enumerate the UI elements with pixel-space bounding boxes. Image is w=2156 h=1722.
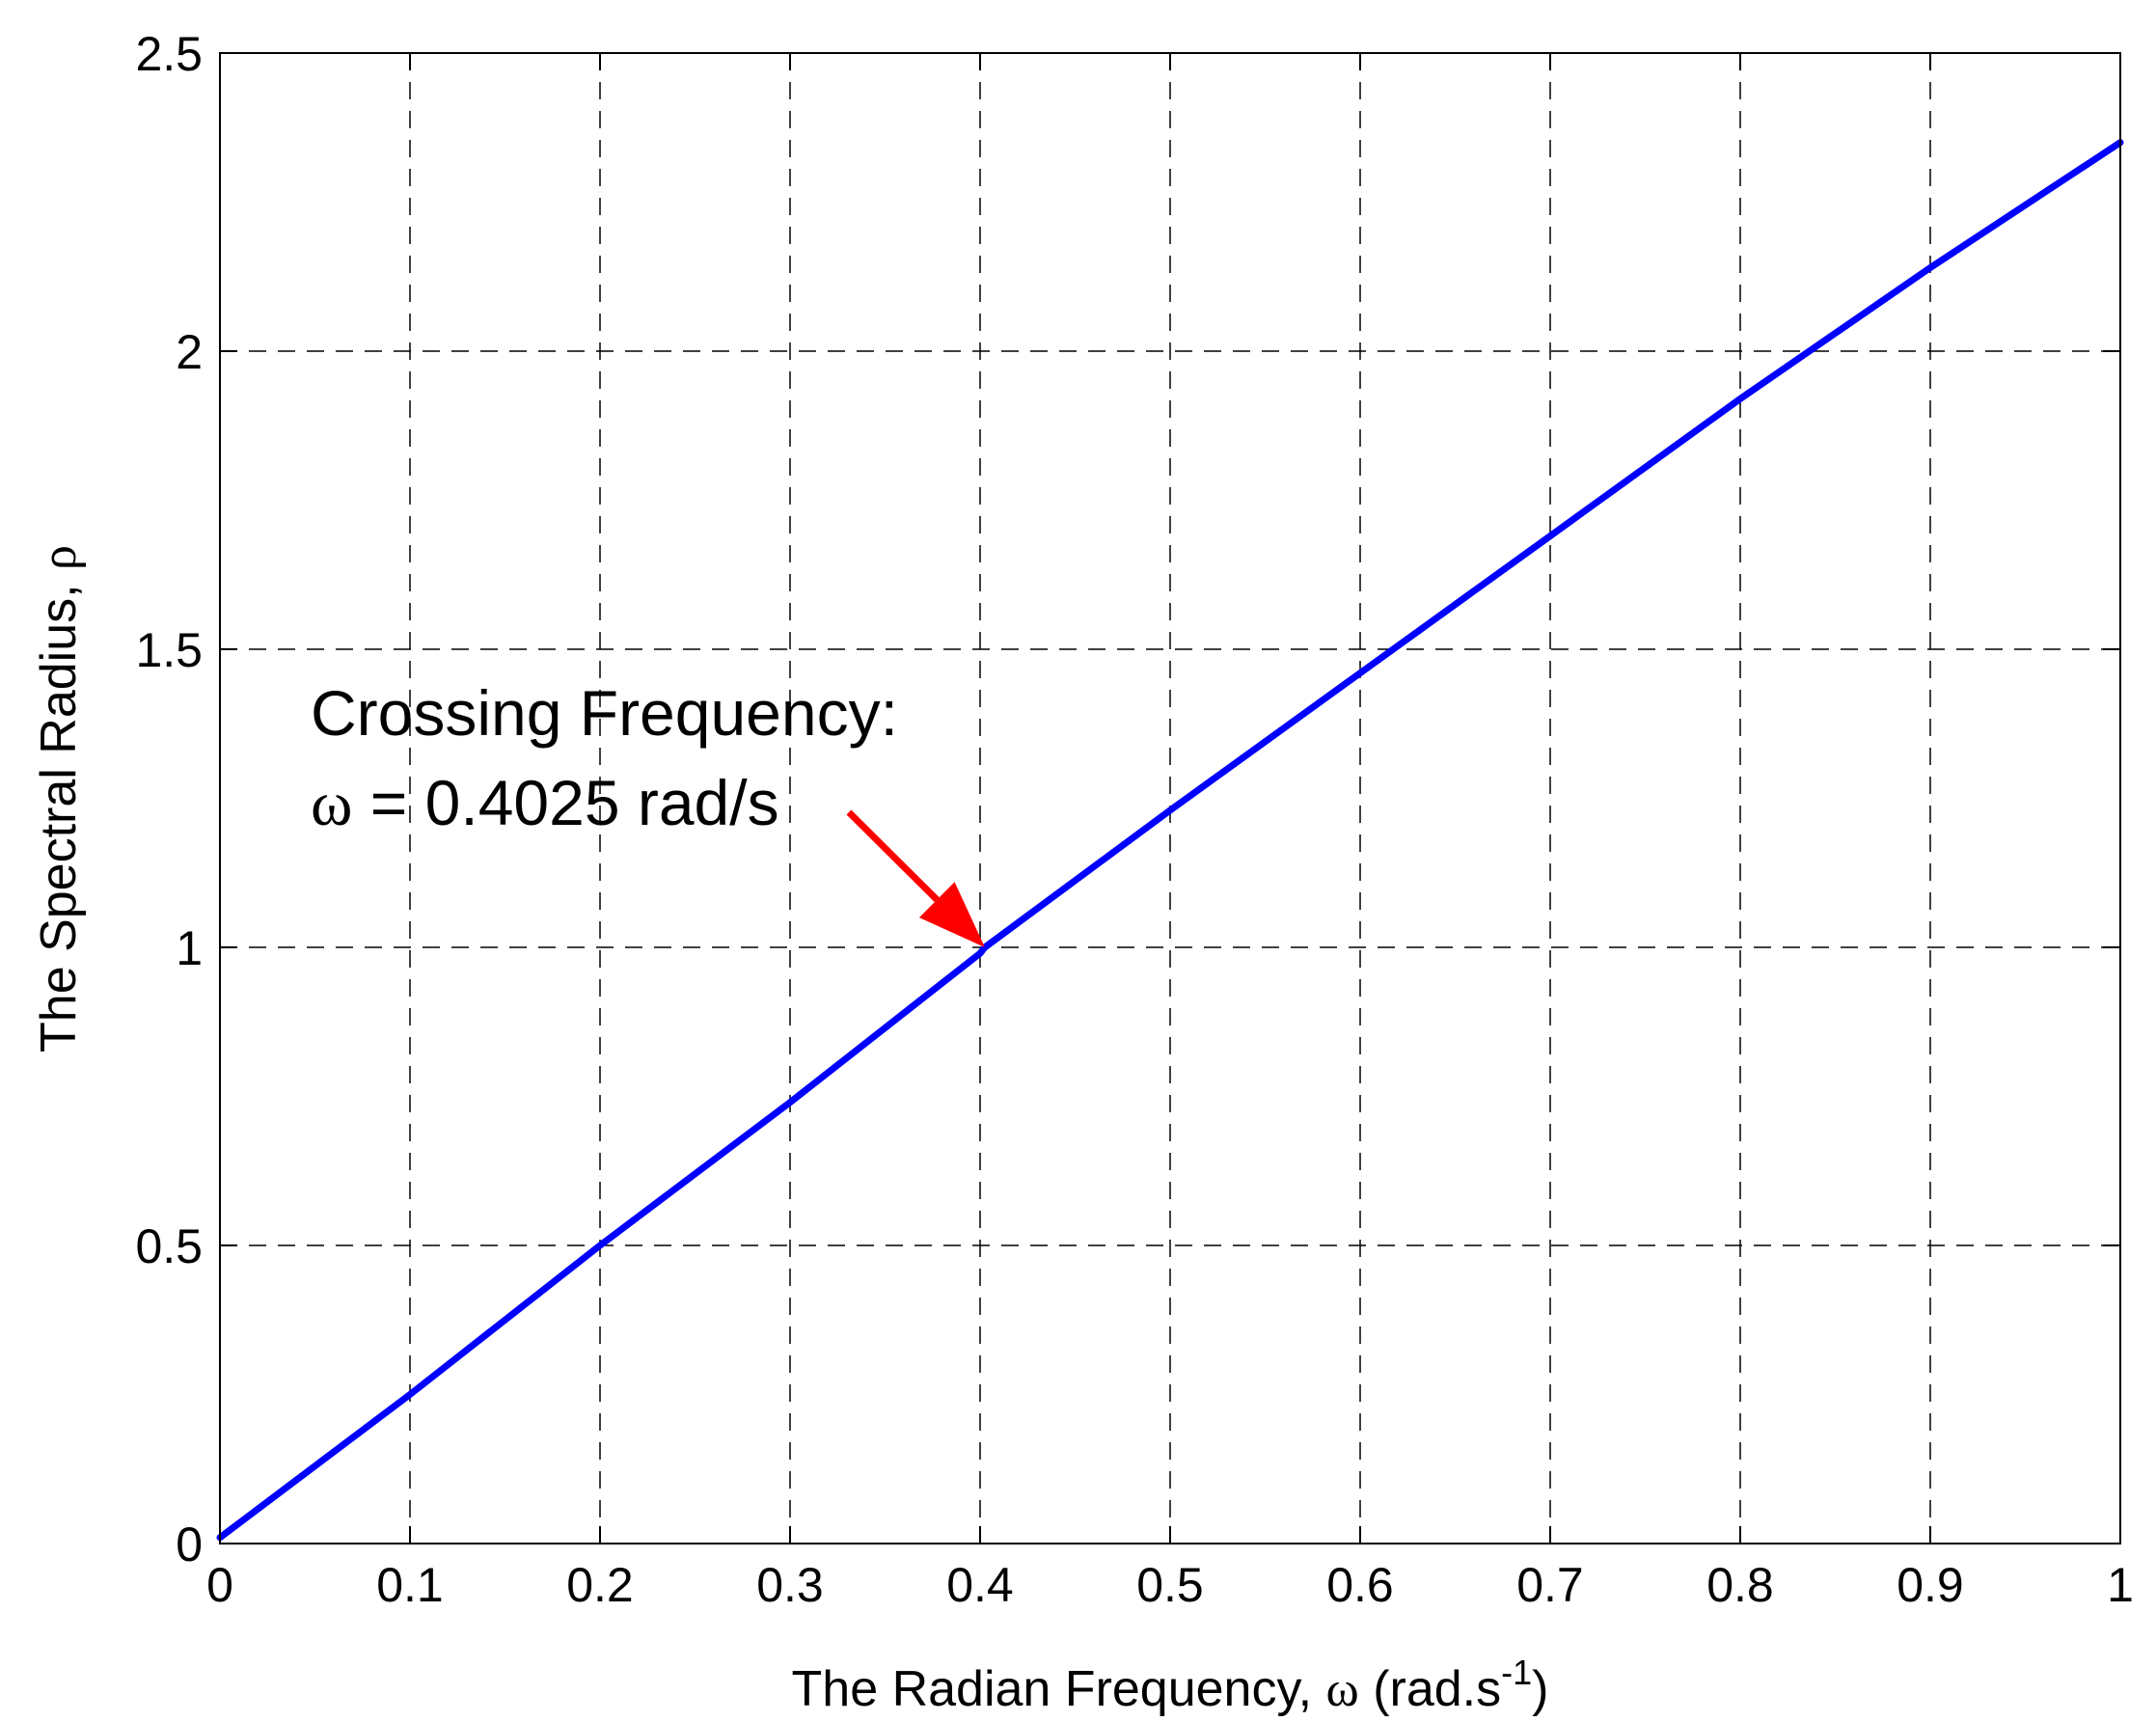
- annotation-line1: Crossing Frequency:: [311, 677, 898, 749]
- x-axis-label-exponent: -1: [1501, 1653, 1532, 1692]
- annotation-arrow-head: [918, 882, 985, 947]
- y-axis-label-text: The Spectral Radius,: [31, 570, 87, 1052]
- x-tick-label: 0: [206, 1558, 233, 1612]
- x-tick-label: 0.1: [376, 1558, 444, 1612]
- x-tick-label: 0.7: [1516, 1558, 1584, 1612]
- annotation-arrow: [846, 809, 985, 947]
- x-tick-label: 1: [2107, 1558, 2134, 1612]
- ticks: [219, 52, 2121, 1544]
- y-tick-label: 0: [176, 1517, 203, 1572]
- x-tick-label: 0.3: [756, 1558, 824, 1612]
- x-tick-label: 0.4: [946, 1558, 1014, 1612]
- series-line: [216, 139, 2124, 1542]
- y-tick-label: 2.5: [135, 27, 203, 81]
- annotation-omega-symbol: ω: [311, 769, 352, 839]
- annotation-line2: ω = 0.4025 rad/s: [311, 767, 779, 839]
- x-axis-label-unit: (rad.s: [1359, 1661, 1501, 1717]
- y-tick-label: 2: [176, 325, 203, 379]
- x-axis-label: The Radian Frequency, ω (rad.s-1): [792, 1653, 1549, 1717]
- x-axis-label-text: The Radian Frequency,: [792, 1661, 1326, 1717]
- annotation-arrow-shaft: [846, 809, 940, 903]
- y-tick-label: 1.5: [135, 623, 203, 677]
- x-axis-label-unit-close: ): [1532, 1661, 1548, 1717]
- x-tick-label: 0.2: [566, 1558, 634, 1612]
- x-tick-label: 0.8: [1706, 1558, 1774, 1612]
- x-tick-label: 0.5: [1136, 1558, 1204, 1612]
- x-tick-label: 0.9: [1897, 1558, 1964, 1612]
- y-tick-label: 0.5: [135, 1219, 203, 1273]
- x-tick-label: 0.6: [1326, 1558, 1394, 1612]
- x-axis-label-symbol: ω: [1326, 1662, 1359, 1717]
- annotation-value: = 0.4025 rad/s: [352, 767, 778, 838]
- y-tick-label: 1: [176, 921, 203, 975]
- y-axis-label-symbol: ρ: [32, 545, 87, 570]
- y-axis-label: The Spectral Radius, ρ: [31, 545, 87, 1052]
- series-layer: [216, 139, 2124, 1542]
- grid: [220, 53, 2120, 1544]
- tick-labels: 0 0.1 0.2 0.3 0.4 0.5 0.6 0.7 0.8 0.9 1 0 0.5 1 1.5 2 2.…: [135, 27, 2133, 1612]
